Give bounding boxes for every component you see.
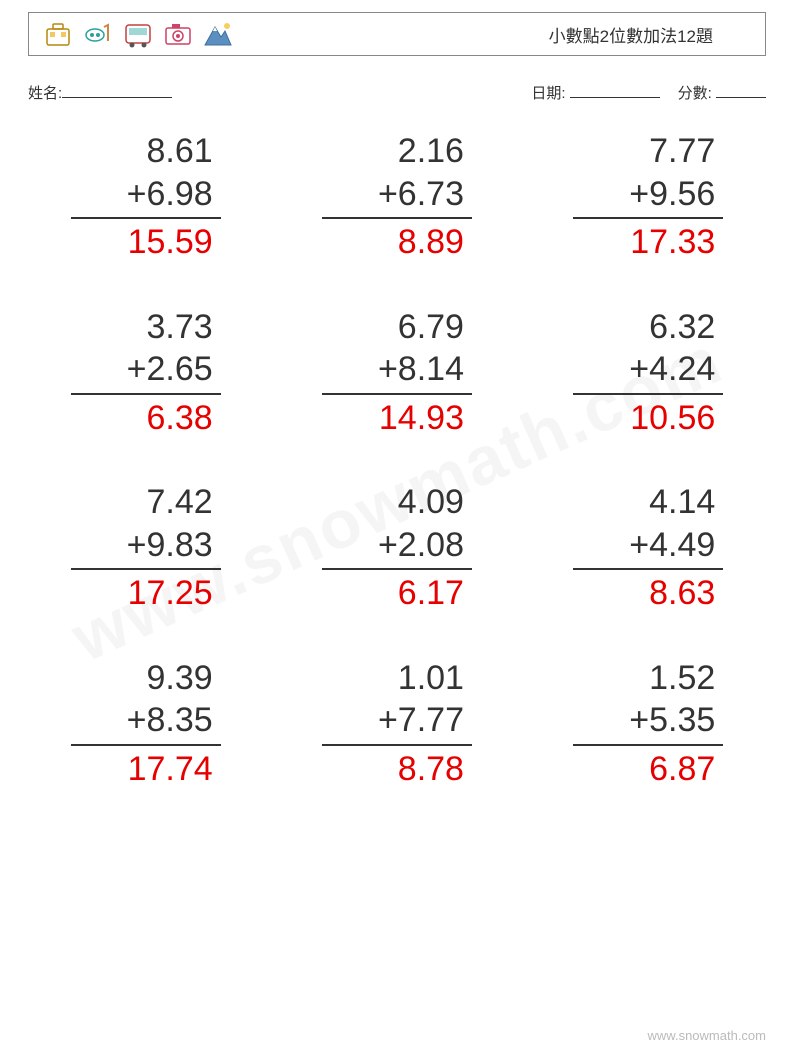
operand-1: 6.32 <box>573 306 723 349</box>
operand-1: 1.01 <box>322 657 472 700</box>
operand-1: 7.77 <box>573 130 723 173</box>
score-field: 分數: <box>678 82 766 103</box>
suitcase-icon <box>41 17 75 51</box>
date-label: 日期: <box>531 85 565 102</box>
operand-2: +8.35 <box>71 699 221 746</box>
date-field: 日期: <box>531 82 659 103</box>
problem-1: 8.61 +6.98 15.59 <box>71 130 221 264</box>
header-icons <box>41 17 235 51</box>
problem-5: 6.79 +8.14 14.93 <box>322 306 472 440</box>
answer: 8.89 <box>322 219 472 264</box>
operand-2: +2.08 <box>322 524 472 571</box>
answer: 17.33 <box>573 219 723 264</box>
problem-12: 1.52 +5.35 6.87 <box>573 657 723 791</box>
operand-2: +4.49 <box>573 524 723 571</box>
answer: 17.74 <box>71 746 221 791</box>
answer: 6.87 <box>573 746 723 791</box>
header-box: 小數點2位數加法12題 <box>28 12 766 56</box>
info-fields: 姓名: 日期: 分數: <box>28 82 766 103</box>
answer: 14.93 <box>322 395 472 440</box>
problem-4: 3.73 +2.65 6.38 <box>71 306 221 440</box>
operand-1: 8.61 <box>71 130 221 173</box>
worksheet-title: 小數點2位數加法12題 <box>549 22 713 47</box>
operand-2: +9.56 <box>573 173 723 220</box>
operand-1: 4.09 <box>322 481 472 524</box>
score-label: 分數: <box>678 85 712 102</box>
answer: 10.56 <box>573 395 723 440</box>
answer: 15.59 <box>71 219 221 264</box>
problem-7: 7.42 +9.83 17.25 <box>71 481 221 615</box>
operand-1: 4.14 <box>573 481 723 524</box>
operand-2: +9.83 <box>71 524 221 571</box>
snorkel-icon <box>81 17 115 51</box>
operand-2: +2.65 <box>71 348 221 395</box>
operand-1: 7.42 <box>71 481 221 524</box>
bus-icon <box>121 17 155 51</box>
answer: 6.38 <box>71 395 221 440</box>
operand-2: +4.24 <box>573 348 723 395</box>
answer: 8.78 <box>322 746 472 791</box>
operand-1: 3.73 <box>71 306 221 349</box>
problem-9: 4.14 +4.49 8.63 <box>573 481 723 615</box>
operand-2: +6.98 <box>71 173 221 220</box>
name-label: 姓名: <box>28 82 62 103</box>
date-blank <box>570 83 660 98</box>
problem-8: 4.09 +2.08 6.17 <box>322 481 472 615</box>
problem-6: 6.32 +4.24 10.56 <box>573 306 723 440</box>
answer: 6.17 <box>322 570 472 615</box>
operand-2: +8.14 <box>322 348 472 395</box>
operand-1: 9.39 <box>71 657 221 700</box>
operand-2: +6.73 <box>322 173 472 220</box>
name-blank <box>62 83 172 98</box>
operand-1: 6.79 <box>322 306 472 349</box>
mountain-icon <box>201 17 235 51</box>
operand-1: 1.52 <box>573 657 723 700</box>
footer-link: www.snowmath.com <box>648 1028 766 1043</box>
answer: 8.63 <box>573 570 723 615</box>
name-field: 姓名: <box>28 82 172 103</box>
problem-10: 9.39 +8.35 17.74 <box>71 657 221 791</box>
operand-2: +7.77 <box>322 699 472 746</box>
problem-3: 7.77 +9.56 17.33 <box>573 130 723 264</box>
problem-11: 1.01 +7.77 8.78 <box>322 657 472 791</box>
problems-grid: 8.61 +6.98 15.59 2.16 +6.73 8.89 7.77 +9… <box>60 130 734 790</box>
answer: 17.25 <box>71 570 221 615</box>
operand-2: +5.35 <box>573 699 723 746</box>
camera-icon <box>161 17 195 51</box>
score-blank <box>716 83 766 98</box>
problem-2: 2.16 +6.73 8.89 <box>322 130 472 264</box>
operand-1: 2.16 <box>322 130 472 173</box>
